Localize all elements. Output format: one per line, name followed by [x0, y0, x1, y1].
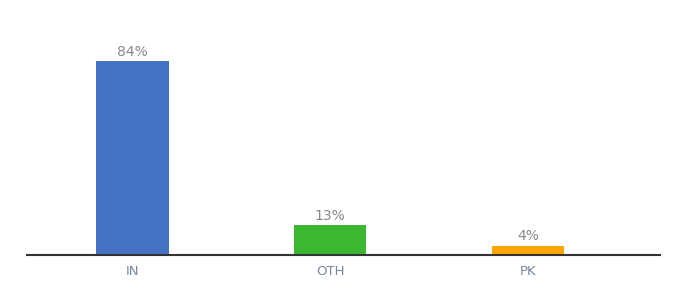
Text: 4%: 4% [517, 230, 539, 244]
Bar [294, 225, 367, 255]
Bar [97, 61, 169, 255]
Text: 84%: 84% [117, 45, 148, 59]
Text: 13%: 13% [315, 209, 345, 223]
Bar [492, 246, 564, 255]
